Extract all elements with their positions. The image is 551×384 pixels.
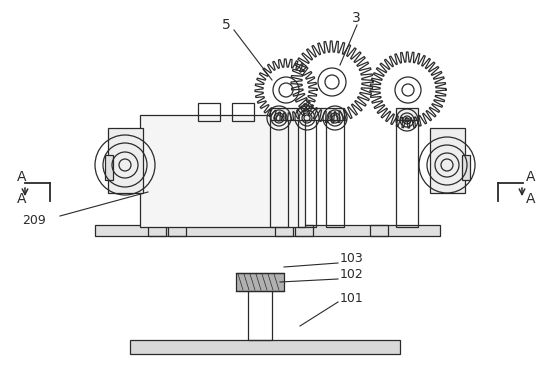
Bar (168, 225, 186, 236)
Bar (140, 115, 305, 227)
Bar (326, 115, 344, 227)
Bar (275, 225, 293, 236)
Text: A: A (17, 170, 26, 184)
Bar (236, 273, 284, 291)
Bar (95, 225, 440, 236)
Bar (270, 115, 288, 227)
Bar (108, 128, 143, 193)
Bar (198, 103, 220, 121)
Text: 3: 3 (352, 11, 361, 25)
Bar (396, 108, 418, 120)
Text: 102: 102 (340, 268, 364, 281)
Bar (232, 103, 254, 121)
Text: 209: 209 (22, 214, 46, 227)
Bar (270, 108, 344, 120)
Bar (148, 225, 166, 236)
Bar (298, 115, 316, 227)
Text: A: A (526, 192, 536, 206)
Text: 101: 101 (340, 291, 364, 305)
Bar (130, 340, 400, 354)
Text: 103: 103 (340, 252, 364, 265)
Text: 5: 5 (222, 18, 231, 32)
Text: A: A (526, 170, 536, 184)
Bar (370, 225, 388, 236)
Bar (430, 128, 465, 193)
Bar (396, 115, 418, 227)
Bar (248, 290, 272, 340)
Bar (295, 225, 313, 236)
Bar (105, 155, 113, 180)
Text: A: A (17, 192, 26, 206)
Bar (462, 155, 470, 180)
